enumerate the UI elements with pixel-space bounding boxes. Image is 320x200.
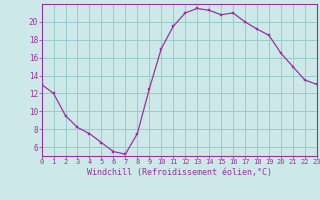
X-axis label: Windchill (Refroidissement éolien,°C): Windchill (Refroidissement éolien,°C) [87, 168, 272, 177]
